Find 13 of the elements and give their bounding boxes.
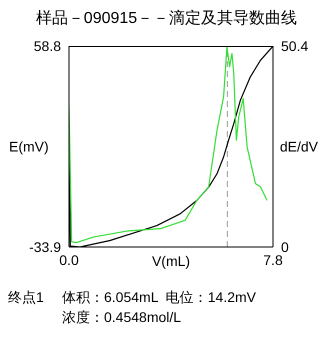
y2-tick-label: 0 <box>281 238 289 255</box>
text: 体积：6.054mL 电位：14.2mV <box>62 288 256 307</box>
x-tick-label: 7.8 <box>263 252 283 268</box>
y2-tick-label: 50.4 <box>281 38 308 54</box>
x-tick-label: 0.0 <box>59 252 79 268</box>
y-tick-label: 58.8 <box>34 38 62 54</box>
x-axis-title: V(mL) <box>152 253 190 269</box>
y2-axis-title: dE/dV <box>280 138 319 154</box>
y-axis-title: E(mV) <box>9 138 49 154</box>
chart-title: 样品－090915－－滴定及其导数曲线 <box>34 8 298 29</box>
text: 终点1 <box>8 288 45 307</box>
text: 浓度：0.4548mol/L <box>61 308 182 327</box>
y-tick-label: -33.9 <box>29 238 62 255</box>
